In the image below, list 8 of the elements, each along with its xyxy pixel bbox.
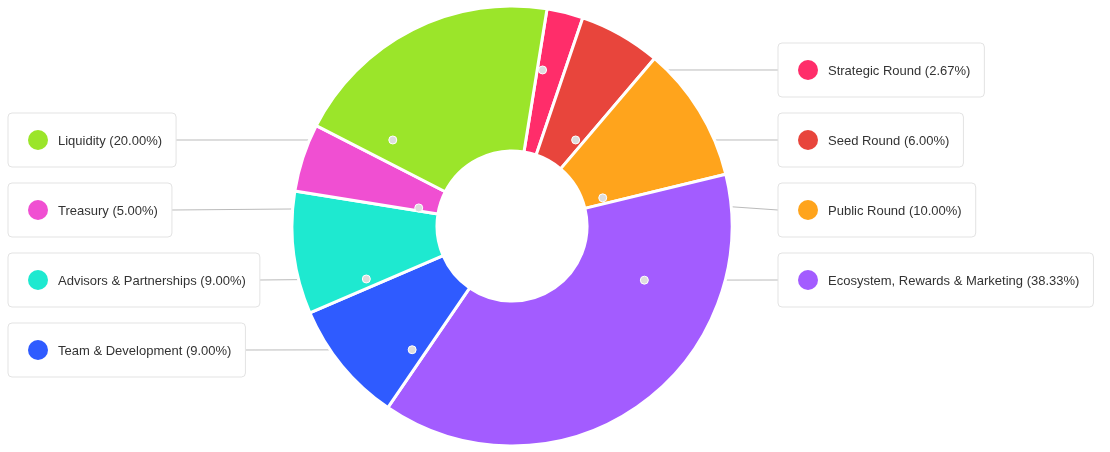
legend-label: Treasury (5.00%) (58, 202, 158, 218)
legend-label: Advisors & Partnerships (9.00%) (58, 272, 246, 288)
legend-label: Seed Round (6.00%) (828, 132, 950, 148)
legend-label: Public Round (10.00%) (828, 202, 962, 218)
legend-label: Team & Development (9.00%) (58, 342, 232, 358)
legend-label: Liquidity (20.00%) (58, 132, 163, 148)
legend-label: Ecosystem, Rewards & Marketing (38.33%) (828, 272, 1080, 288)
legend-label: Strategic Round (2.67%) (828, 62, 971, 78)
